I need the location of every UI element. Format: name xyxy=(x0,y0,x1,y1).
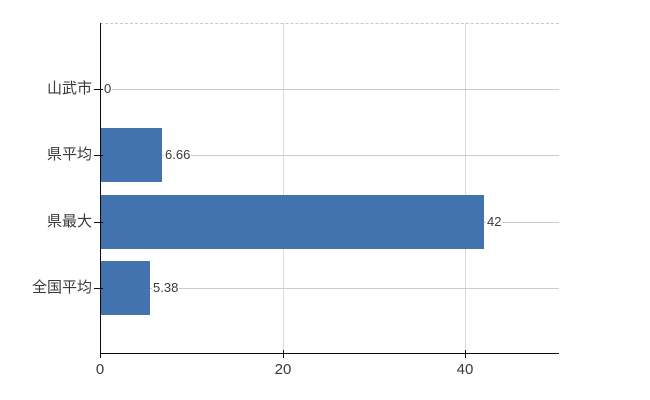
category-label: 県最大 xyxy=(46,213,92,230)
h-gridline xyxy=(100,288,559,289)
plot-area: 0 6.66 42 5.38 xyxy=(94,23,559,358)
y-tick-mark xyxy=(94,288,103,289)
v-gridline xyxy=(465,23,466,354)
category-label: 山武市 xyxy=(46,80,92,97)
y-tick-mark xyxy=(94,155,103,156)
plot-top-border xyxy=(100,23,559,24)
bar-value-label: 5.38 xyxy=(152,280,180,296)
x-tick-mark xyxy=(100,350,101,358)
bar xyxy=(101,261,150,315)
v-gridline xyxy=(283,23,284,354)
bar xyxy=(101,128,162,182)
x-tick-label: 0 xyxy=(95,361,105,378)
bar-value-label: 0 xyxy=(103,81,113,97)
y-tick-mark xyxy=(94,89,103,90)
x-tick-label: 20 xyxy=(274,361,292,378)
x-tick-mark xyxy=(465,350,466,358)
x-tick-mark xyxy=(283,350,284,358)
h-gridline xyxy=(100,155,559,156)
y-axis xyxy=(100,23,101,354)
bar-value-label: 42 xyxy=(486,214,503,230)
x-tick-label: 40 xyxy=(456,361,474,378)
x-axis xyxy=(100,353,559,354)
category-label: 県平均 xyxy=(46,146,92,163)
y-tick-mark xyxy=(94,222,103,223)
category-label: 全国平均 xyxy=(31,279,92,296)
bar xyxy=(101,195,484,249)
bar-value-label: 6.66 xyxy=(164,147,192,163)
h-gridline xyxy=(100,89,559,90)
